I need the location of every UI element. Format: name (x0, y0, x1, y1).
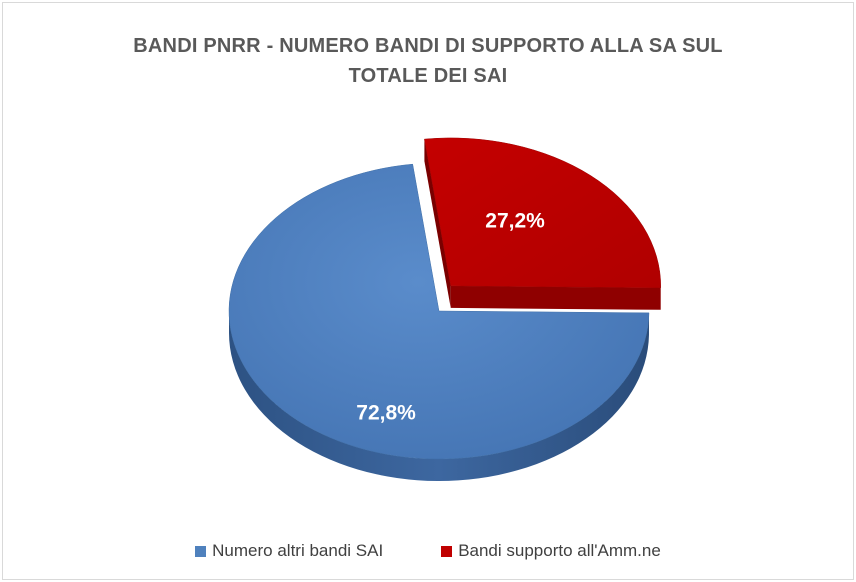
pie-slice-numero-altri-bandi (228, 163, 650, 460)
legend-item-numero-altri-bandi: Numero altri bandi SAI (195, 541, 383, 561)
legend-label: Numero altri bandi SAI (212, 541, 384, 560)
chart-title-line-2: TOTALE DEI SAI (348, 65, 508, 87)
pie-chart: 72,8% 27,2% (228, 137, 661, 482)
data-label-numero-altri-bandi: 72,8% (356, 401, 416, 424)
pie-slice-face-bandi-supporto (450, 285, 661, 310)
pie-slice-bandi-supporto (424, 137, 661, 289)
chart-title-line-1: BANDI PNRR - NUMERO BANDI DI SUPPORTO AL… (133, 35, 723, 57)
legend-swatch-blue (195, 545, 207, 557)
legend-item-bandi-supporto: Bandi supporto all'Amm.ne (441, 541, 661, 561)
chart-title: BANDI PNRR - NUMERO BANDI DI SUPPORTO AL… (3, 31, 853, 91)
legend: Numero altri bandi SAI Bandi supporto al… (3, 541, 853, 561)
legend-label: Bandi supporto all'Amm.ne (458, 541, 661, 560)
data-label-bandi-supporto: 27,2% (485, 209, 545, 232)
pie-slice-face-bandi-supporto (424, 139, 451, 308)
legend-swatch-red (441, 545, 453, 557)
